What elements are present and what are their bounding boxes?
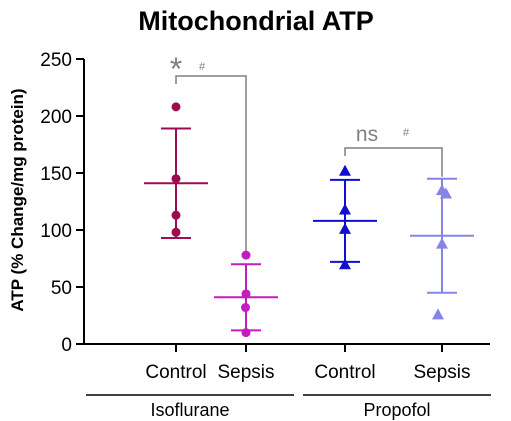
significance-label: * — [170, 51, 182, 87]
data-point — [171, 210, 181, 220]
data-point — [339, 203, 351, 215]
data-point — [432, 308, 444, 320]
data-point — [241, 250, 251, 260]
series-0 — [144, 102, 208, 239]
y-tick-label: 50 — [51, 278, 72, 299]
data-point — [171, 174, 181, 184]
data-point — [241, 303, 250, 313]
data-point — [171, 102, 181, 112]
series-3 — [410, 177, 474, 320]
bracket-line — [175, 75, 247, 259]
data-point — [241, 328, 251, 338]
axes — [83, 59, 490, 352]
x-category-label: Control — [145, 362, 206, 383]
series-2 — [313, 164, 377, 270]
x-category-label: Sepsis — [217, 362, 274, 383]
group-labels: Isoflurane Propofol — [86, 394, 491, 420]
data-point — [241, 289, 251, 299]
significance-label: ns — [356, 123, 378, 146]
group-label: Propofol — [363, 400, 430, 420]
x-category-labels: Control Sepsis Control Sepsis — [145, 362, 470, 383]
x-category-label: Control — [314, 362, 375, 383]
y-ticks: 0 50 100 150 200 250 — [40, 50, 84, 356]
significance-secondary-label: # — [403, 127, 410, 139]
data-point — [339, 222, 351, 234]
group-label: Isoflurane — [150, 400, 229, 420]
y-axis-label: ATP (% Change/mg protein) — [8, 88, 27, 311]
y-tick-label: 150 — [40, 164, 72, 185]
data-point — [436, 237, 448, 249]
significance-brackets: * # ns # — [170, 51, 443, 259]
y-tick-label: 100 — [40, 221, 72, 242]
bracket-line — [344, 147, 443, 177]
y-tick-label: 250 — [40, 50, 72, 71]
y-tick-label: 0 — [61, 335, 72, 356]
series-1 — [214, 250, 278, 338]
x-category-label: Sepsis — [413, 362, 470, 383]
significance-secondary-label: # — [199, 61, 206, 73]
data-point — [171, 227, 181, 237]
data-point — [339, 258, 351, 270]
y-tick-label: 200 — [40, 107, 72, 128]
data-point — [440, 187, 452, 199]
data-point — [339, 164, 351, 176]
data-series — [144, 102, 474, 338]
chart-title: Mitochondrial ATP — [138, 6, 374, 36]
